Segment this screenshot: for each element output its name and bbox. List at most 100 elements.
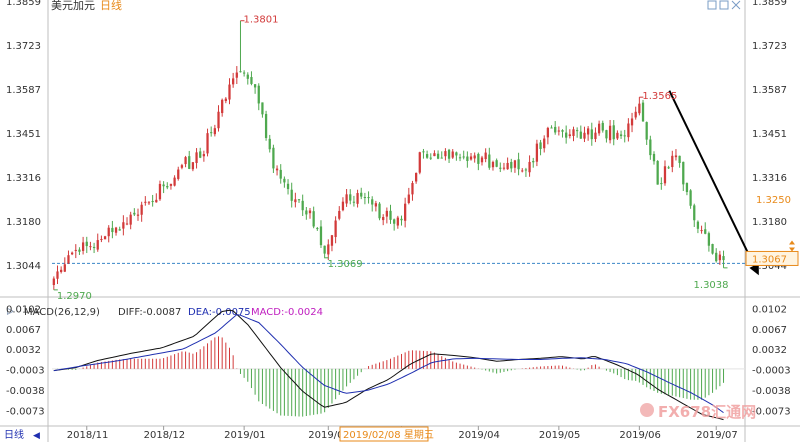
candle-body bbox=[92, 246, 96, 249]
close-icon[interactable] bbox=[731, 0, 741, 10]
candle-body bbox=[616, 132, 619, 139]
candle-body bbox=[191, 162, 195, 170]
candle-body bbox=[246, 74, 249, 79]
candle-body bbox=[378, 203, 381, 219]
candle-body bbox=[151, 201, 154, 203]
candle-body bbox=[60, 269, 63, 272]
scroll-left-icon[interactable]: ◀ bbox=[33, 431, 40, 441]
candle-body bbox=[473, 155, 476, 159]
price-axis-left: 1.3859 1.3723 1.3587 1.3451 1.3316 1.3180 1.30… bbox=[6, 0, 41, 272]
candle-body bbox=[597, 123, 601, 134]
candle-body bbox=[74, 249, 77, 251]
macd-tick-label: -0.0038 bbox=[6, 386, 45, 397]
macd-pane[interactable]: ᐅ MACD(26,12,9) DIFF:-0.0087 DEA:-0.0075… bbox=[6, 304, 791, 421]
candle-body bbox=[162, 184, 165, 187]
maximize-icon[interactable] bbox=[719, 0, 729, 10]
cursor-date-label: 2019/02/08 星期五 bbox=[343, 429, 434, 441]
price-pane[interactable]: 1.3859 1.3723 1.3587 1.3451 1.3316 1.3180 1.30… bbox=[6, 0, 799, 302]
key-point-label: 1.3801 bbox=[243, 15, 278, 26]
date-axis: 日线 ◀ 2018/112018/122019/012019/022019/03… bbox=[4, 426, 738, 442]
candle-body bbox=[136, 214, 140, 216]
candle-body bbox=[147, 202, 151, 204]
candle-body bbox=[210, 132, 213, 134]
macd-tick-label: -0.0003 bbox=[6, 366, 45, 377]
candle-body bbox=[155, 199, 158, 203]
date-tick-label: 2019/04 bbox=[458, 430, 500, 441]
candle-body bbox=[363, 197, 367, 199]
candle-body bbox=[436, 153, 440, 159]
candle-body bbox=[506, 162, 509, 170]
candle-body bbox=[140, 204, 143, 215]
macd-legend: ᐅ MACD(26,12,9) DIFF:-0.0087 DEA:-0.0075… bbox=[6, 306, 323, 318]
candle-body bbox=[206, 133, 209, 154]
candle-body bbox=[594, 132, 597, 140]
candle-body bbox=[169, 183, 173, 186]
candle-body bbox=[565, 132, 568, 138]
candle-body bbox=[568, 134, 571, 137]
candle-body bbox=[425, 154, 429, 158]
key-point-labels: 1.3801 1.2970 1.3069 1.3565 1.3038 bbox=[53, 15, 729, 302]
candle-body bbox=[261, 102, 264, 115]
candle-body bbox=[429, 157, 432, 159]
date-tick-label: 2019/06 bbox=[619, 430, 661, 441]
candle-body bbox=[374, 203, 378, 207]
settings-icon[interactable] bbox=[707, 0, 717, 10]
candle-body bbox=[466, 156, 469, 161]
candle-body bbox=[122, 222, 125, 229]
candle-body bbox=[667, 167, 670, 169]
candle-body bbox=[484, 152, 487, 160]
key-point-label: 1.3565 bbox=[642, 91, 677, 102]
candle-body bbox=[546, 127, 550, 138]
candle-body bbox=[455, 152, 458, 156]
candle-body bbox=[524, 169, 528, 171]
candle-body bbox=[56, 271, 59, 279]
candle-body bbox=[352, 201, 356, 203]
price-tags: 1.3250 1.3067 bbox=[745, 195, 799, 266]
candle-body bbox=[407, 194, 410, 204]
candle-body bbox=[279, 169, 282, 179]
candle-body bbox=[693, 205, 696, 221]
candle-body bbox=[440, 157, 443, 159]
candle-body bbox=[418, 152, 421, 173]
candle-body bbox=[319, 226, 323, 246]
candle-body bbox=[272, 147, 275, 169]
date-tick-label: 2018/11 bbox=[67, 430, 109, 441]
candle-body bbox=[360, 192, 363, 197]
candle-body bbox=[619, 134, 623, 137]
macd-tick-label: -0.0038 bbox=[752, 386, 791, 397]
price-tick-label: 1.3044 bbox=[752, 261, 787, 272]
instrument-title: 美元加元 bbox=[51, 0, 95, 12]
price-tick-label: 1.3316 bbox=[752, 173, 787, 184]
candle-body bbox=[144, 201, 147, 203]
candle-body bbox=[111, 227, 114, 233]
candle-body bbox=[477, 153, 480, 164]
candle-body bbox=[554, 126, 557, 133]
date-tick-label: 2019/07 bbox=[696, 430, 738, 441]
price-tick-label: 1.3587 bbox=[752, 85, 787, 96]
candle-body bbox=[517, 159, 520, 170]
candle-body bbox=[286, 183, 290, 190]
candle-body bbox=[78, 249, 81, 252]
macd-tick-label: -0.0073 bbox=[6, 406, 45, 417]
candle-body bbox=[382, 217, 385, 221]
candle-body bbox=[630, 118, 634, 126]
candle-body bbox=[107, 227, 110, 237]
candle-body bbox=[696, 221, 700, 229]
candle-body bbox=[195, 152, 198, 164]
price-tick-label: 1.3723 bbox=[6, 41, 41, 52]
candle-body bbox=[217, 111, 220, 129]
candle-body bbox=[652, 153, 656, 162]
candle-body bbox=[334, 220, 337, 238]
candle-body bbox=[656, 160, 659, 185]
candle-body bbox=[118, 229, 121, 231]
candle-body bbox=[301, 200, 304, 211]
macd-info-icon[interactable]: ᐅ bbox=[6, 306, 14, 318]
candle-body bbox=[224, 98, 227, 102]
candle-body bbox=[114, 227, 118, 233]
period-label[interactable]: 日线 bbox=[4, 428, 24, 441]
window-controls bbox=[707, 0, 741, 10]
candle-body bbox=[711, 244, 714, 254]
price-tick-label: 1.3723 bbox=[752, 41, 787, 52]
